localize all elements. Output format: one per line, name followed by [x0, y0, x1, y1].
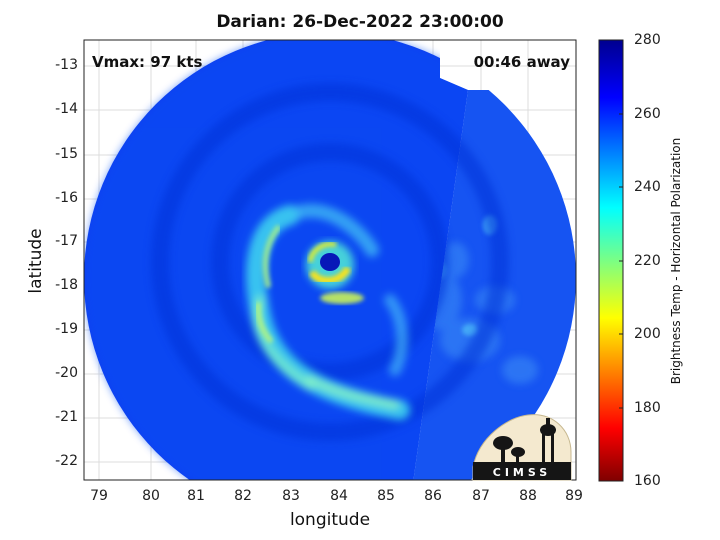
x-tick-label: 88 — [519, 488, 537, 504]
y-tick-label: -20 — [55, 365, 78, 381]
brightness-temperature-image — [84, 40, 576, 480]
colorbar-tick-label: 220 — [634, 253, 661, 269]
time-away-label: 00:46 away — [473, 53, 570, 71]
colorbar-tick-label: 180 — [634, 400, 661, 416]
y-tick-label: -16 — [55, 190, 78, 206]
x-tick-label: 85 — [377, 488, 395, 504]
y-tick-label: -14 — [55, 101, 78, 117]
x-tick-label: 80 — [142, 488, 160, 504]
x-tick-label: 86 — [424, 488, 442, 504]
colorbar-label: Brightness Temp - Horizontal Polarizatio… — [669, 137, 683, 385]
x-tick-label: 79 — [90, 488, 108, 504]
x-tick-label: 83 — [282, 488, 300, 504]
y-tick-label: -17 — [55, 233, 78, 249]
x-tick-label: 87 — [472, 488, 490, 504]
x-tick-label: 81 — [187, 488, 205, 504]
colorbar-tick-label: 280 — [634, 32, 661, 48]
vmax-label: Vmax: 97 kts — [92, 53, 203, 71]
logo-text: CIMSS — [493, 466, 551, 479]
y-tick-label: -13 — [55, 57, 78, 73]
y-axis-label: latitude — [26, 228, 46, 294]
x-tick-label: 82 — [234, 488, 252, 504]
chart-title: Darian: 26-Dec-2022 23:00:00 — [216, 12, 504, 32]
colorbar-tick-label: 200 — [634, 326, 661, 342]
y-tick-label: -15 — [55, 146, 78, 162]
x-tick-label: 89 — [565, 488, 583, 504]
cimss-logo: CIMSS — [472, 414, 572, 481]
y-tick-label: -22 — [55, 453, 78, 469]
axes-frame — [83, 39, 577, 481]
y-tick-label: -18 — [55, 277, 78, 293]
y-tick-label: -19 — [55, 321, 78, 337]
x-axis-label: longitude — [289, 510, 371, 530]
colorbar-tick-label: 260 — [634, 106, 661, 122]
colorbar-tick-label: 160 — [634, 473, 661, 489]
x-tick-label: 84 — [330, 488, 348, 504]
y-tick-label: -21 — [55, 409, 78, 425]
colorbar-tick-label: 240 — [634, 179, 661, 195]
